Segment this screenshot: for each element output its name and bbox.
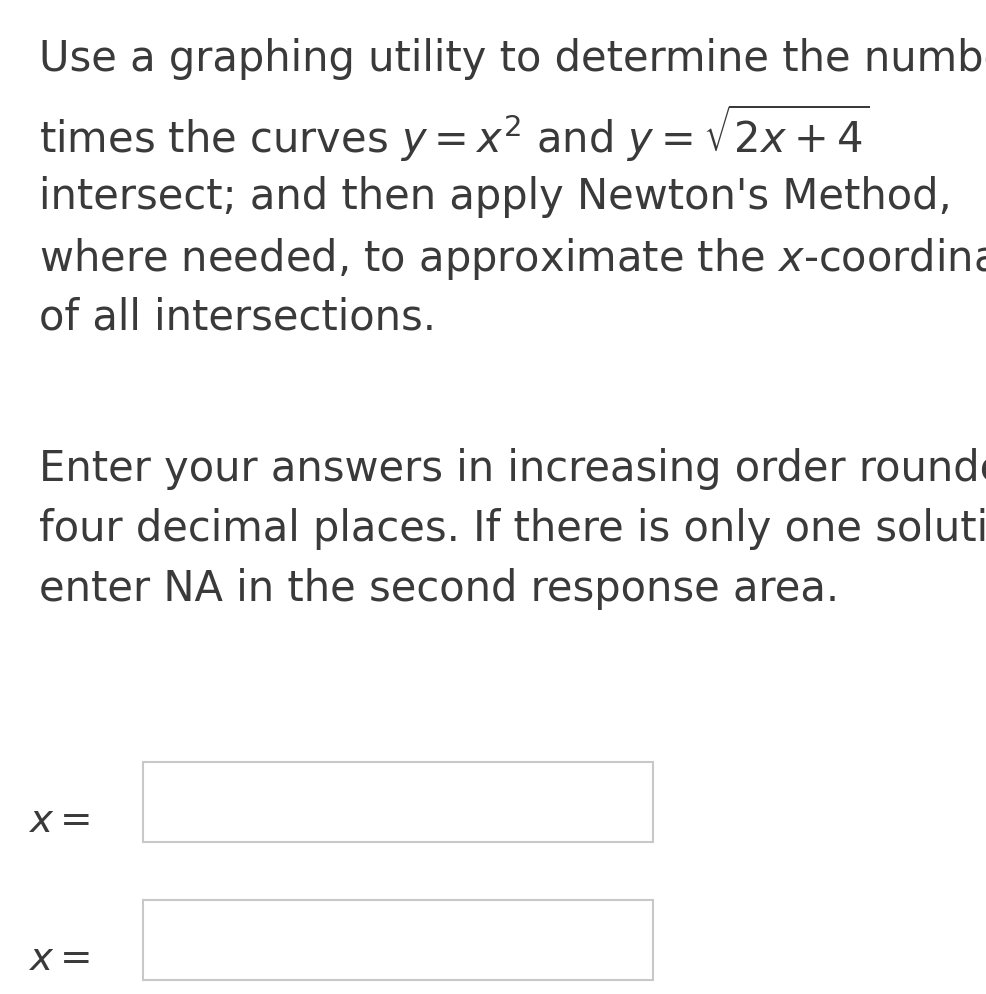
Text: of all intersections.: of all intersections. <box>39 296 436 338</box>
Text: intersect; and then apply Newton's Method,: intersect; and then apply Newton's Metho… <box>39 176 951 218</box>
Bar <box>143 900 653 980</box>
Text: times the curves $y = x^2$ and $y = \sqrt{2x + 4}$: times the curves $y = x^2$ and $y = \sqr… <box>39 103 870 164</box>
Text: four decimal places. If there is only one solution,: four decimal places. If there is only on… <box>39 508 986 550</box>
Text: enter NA in the second response area.: enter NA in the second response area. <box>39 568 839 610</box>
Text: Use a graphing utility to determine the number of: Use a graphing utility to determine the … <box>39 38 986 80</box>
Bar <box>143 762 653 842</box>
Text: where needed, to approximate the $x$-coordinates: where needed, to approximate the $x$-coo… <box>39 236 986 282</box>
Text: $x =$: $x =$ <box>28 802 90 840</box>
Text: Enter your answers in increasing order rounded to: Enter your answers in increasing order r… <box>39 448 986 490</box>
Text: $x =$: $x =$ <box>28 940 90 978</box>
